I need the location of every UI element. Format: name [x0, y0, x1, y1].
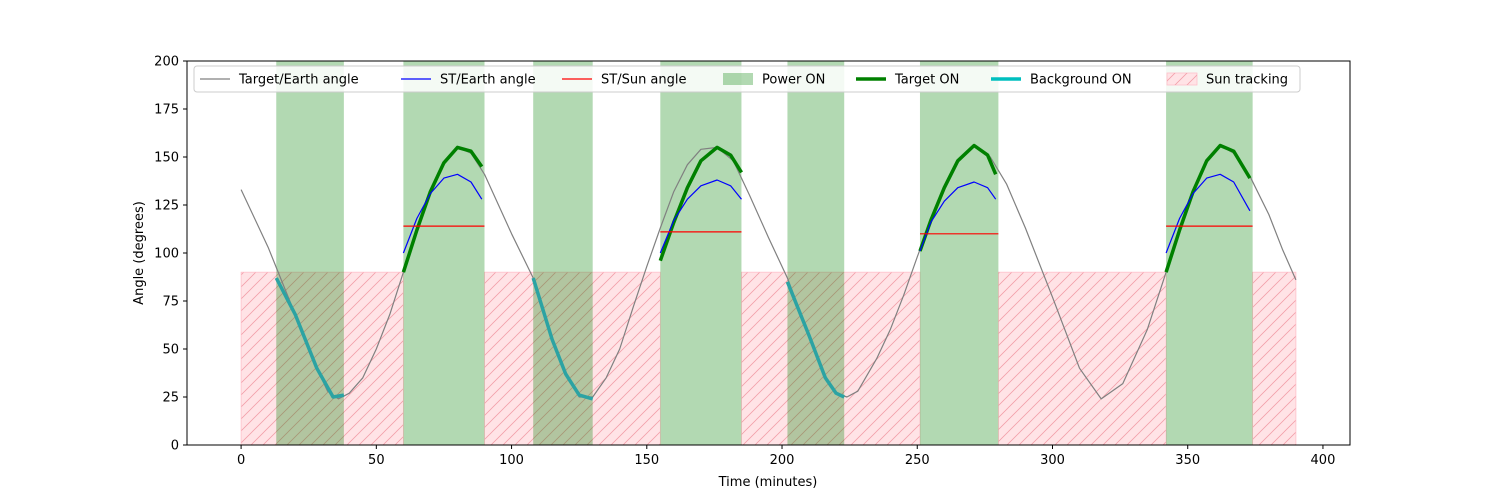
- sun-tracking-hatch: [741, 271, 921, 445]
- power-on-span: [787, 61, 845, 445]
- x-tick-label: 400: [1311, 453, 1336, 468]
- st-earth-angle-segment: [1165, 173, 1251, 254]
- legend-swatch: [723, 73, 753, 85]
- background-on-segment: [274, 277, 345, 399]
- legend-label: ST/Sun angle: [601, 73, 687, 88]
- x-tick-label: 250: [905, 453, 930, 468]
- legend-label: Target ON: [894, 73, 959, 88]
- y-tick-label: 0: [171, 439, 179, 454]
- y-tick-label: 25: [162, 391, 179, 406]
- st-earth-angle-segment: [919, 181, 997, 252]
- target-on-segment: [918, 143, 998, 252]
- background-on-segment: [785, 281, 845, 399]
- power-on-span: [660, 61, 742, 445]
- legend-label: Sun tracking: [1206, 73, 1288, 88]
- x-tick-label: 350: [1175, 453, 1200, 468]
- legend-swatch-hatch: [1167, 73, 1197, 85]
- power-on-span: [919, 61, 999, 445]
- x-tick-label: 200: [770, 453, 795, 468]
- st-earth-angle-segment: [402, 173, 483, 254]
- power-on-span: [1166, 61, 1253, 445]
- legend-box: [193, 65, 1301, 93]
- legend-label: Background ON: [1030, 73, 1132, 88]
- x-tick-label: 150: [634, 453, 659, 468]
- sun-tracking-hatch: [484, 271, 661, 445]
- y-tick-label: 150: [154, 151, 179, 166]
- target-on-segment: [1164, 143, 1252, 273]
- y-tick-label: 125: [154, 199, 179, 214]
- st-earth-angle-segment: [659, 179, 742, 254]
- sun-tracking-hatch: [1252, 271, 1297, 445]
- sun-tracking-hatch: [997, 271, 1167, 445]
- background-on-segment: [531, 277, 594, 401]
- x-tick-label: 300: [1040, 453, 1065, 468]
- plot-area: [240, 61, 1297, 445]
- target-on-segment: [658, 145, 743, 262]
- y-tick-label: 50: [162, 343, 179, 358]
- sun-tracking-hatch: [240, 271, 404, 445]
- power-on-span: [403, 61, 485, 445]
- axis-ticks: 0 50 100 150 200 250 300 350 400 0 25 50 75 100 125 150…: [154, 55, 1335, 469]
- power-on-span: [276, 61, 344, 445]
- x-tick-label: 0: [237, 453, 245, 468]
- y-tick-label: 200: [154, 55, 179, 70]
- x-axis-label: Time (minutes): [718, 475, 818, 490]
- y-axis-label: Angle (degrees): [132, 201, 147, 305]
- y-tick-label: 100: [154, 247, 179, 262]
- x-tick-label: 100: [499, 453, 524, 468]
- legend-label: Target/Earth angle: [238, 73, 359, 88]
- y-tick-label: 75: [162, 295, 179, 310]
- power-on-span: [533, 61, 593, 445]
- legend-label: ST/Earth angle: [440, 73, 536, 88]
- target-on-segment: [401, 145, 484, 273]
- legend: Target/Earth angle ST/Earth angle ST/Sun a…: [193, 65, 1301, 93]
- y-tick-label: 175: [154, 103, 179, 118]
- legend-label: Power ON: [762, 73, 825, 88]
- x-tick-label: 50: [368, 453, 385, 468]
